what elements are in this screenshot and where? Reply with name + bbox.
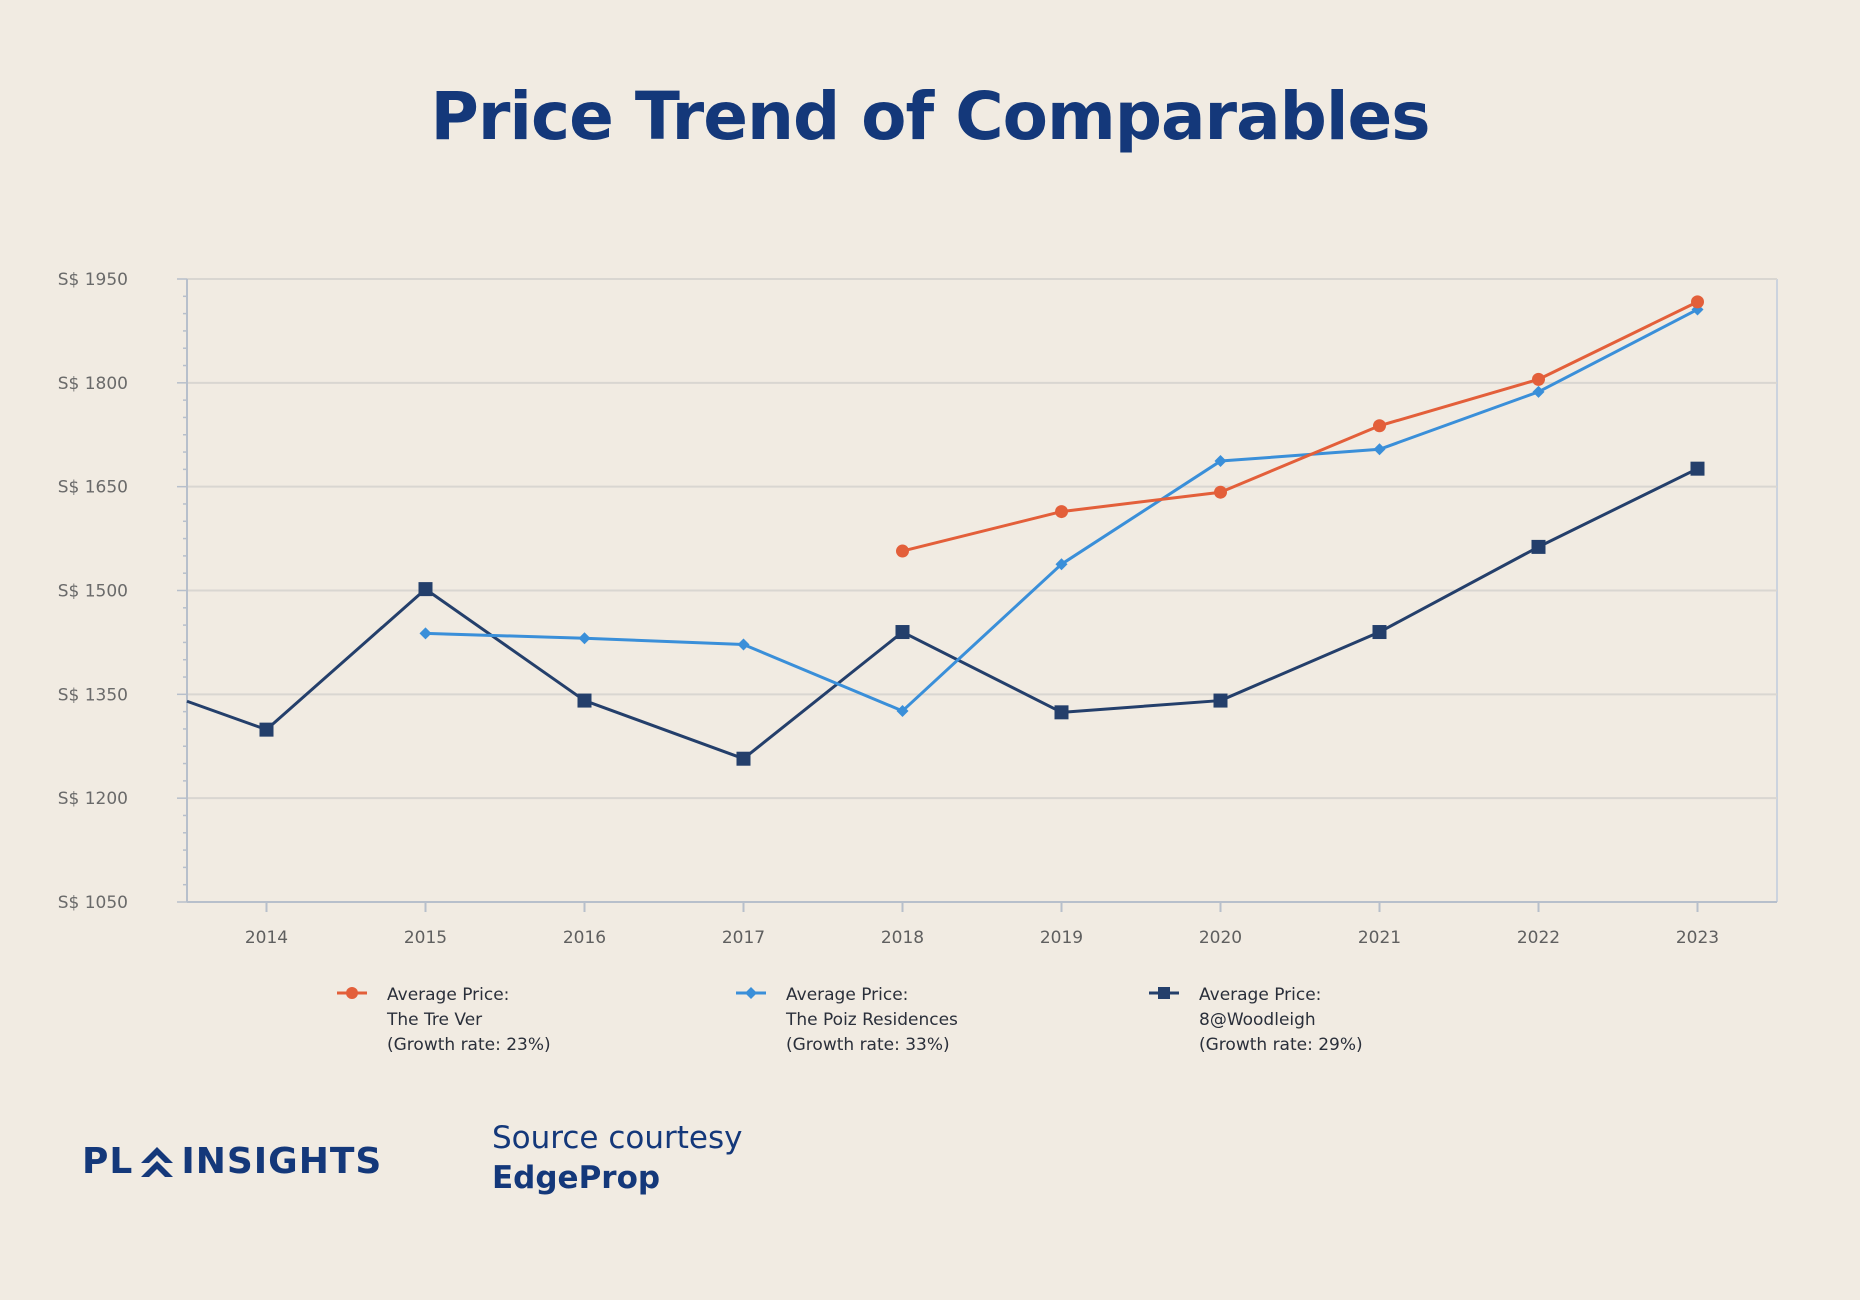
data-point-circle [1691, 295, 1704, 309]
data-point-diamond [896, 704, 909, 717]
legend-label: Average Price: The Tre Ver (Growth rate:… [387, 983, 551, 1058]
legend-line: 8@Woodleigh [1199, 1010, 1316, 1030]
legend-item-woodleigh: Average Price: 8@Woodleigh (Growth rate:… [1149, 983, 1363, 1058]
y-tick-label: S$ 1200 [58, 789, 128, 809]
logo-text-right: INSIGHTS [181, 1140, 383, 1182]
chart-title: Price Trend of Comparables [430, 78, 1430, 155]
brand-logo: PL INSIGHTS [82, 1137, 382, 1185]
data-point-square [736, 751, 751, 766]
x-tick-label: 2021 [1358, 928, 1401, 948]
x-tick-label: 2019 [1040, 928, 1083, 948]
data-point-square [895, 625, 910, 640]
legend-label: Average Price: 8@Woodleigh (Growth rate:… [1199, 983, 1363, 1058]
legend-marker-circle-icon [337, 987, 367, 999]
x-tick-label: 2016 [563, 928, 606, 948]
x-tick-label: 2020 [1199, 928, 1242, 948]
legend-line: Average Price: [1199, 985, 1322, 1005]
y-tick-label: S$ 1500 [58, 582, 128, 602]
x-tick-label: 2014 [245, 928, 288, 948]
data-point-diamond [1214, 455, 1227, 468]
data-point-diamond [737, 638, 750, 651]
data-point-diamond [419, 627, 432, 640]
data-point-square [418, 582, 433, 597]
data-point-diamond [1055, 558, 1068, 571]
x-tick-label: 2017 [722, 928, 765, 948]
logo-text-left: PL [82, 1140, 134, 1182]
legend-line: (Growth rate: 23%) [387, 1035, 551, 1055]
data-point-diamond [1373, 443, 1386, 456]
x-tick-label: 2023 [1676, 928, 1719, 948]
legend-marker-square-icon [1149, 987, 1179, 999]
legend-line: (Growth rate: 29%) [1199, 1035, 1363, 1055]
logo-chevron-icon [141, 1147, 174, 1177]
y-tick-label: S$ 1800 [58, 374, 128, 394]
legend-item-poiz-residences: Average Price: The Poiz Residences (Grow… [736, 983, 958, 1058]
data-point-square [1531, 539, 1546, 554]
y-tick-label: S$ 1950 [58, 270, 128, 290]
data-point-square [1054, 705, 1069, 720]
data-point-square [1690, 461, 1705, 476]
legend-item-tre-ver: Average Price: The Tre Ver (Growth rate:… [337, 983, 551, 1058]
source-name: EdgeProp [492, 1160, 661, 1196]
data-point-square [1372, 625, 1387, 640]
data-point-diamond [578, 632, 591, 645]
data-point-circle [1214, 485, 1227, 499]
legend-line: The Tre Ver [387, 1010, 483, 1030]
legend-marker-diamond-icon [736, 987, 766, 999]
y-tick-label: S$ 1350 [58, 685, 128, 705]
data-point-circle [1532, 372, 1545, 386]
data-point-circle [1055, 505, 1068, 519]
legend-line: The Poiz Residences [786, 1010, 958, 1030]
data-point-square [259, 722, 274, 737]
y-tick-label: S$ 1650 [58, 478, 128, 498]
x-tick-label: 2015 [404, 928, 447, 948]
legend-line: Average Price: [387, 985, 510, 1005]
data-point-circle [1373, 419, 1386, 433]
legend-line: Average Price: [786, 985, 909, 1005]
data-point-square [1213, 693, 1228, 708]
legend-label: Average Price: The Poiz Residences (Grow… [786, 983, 958, 1058]
series-line-circle [902, 300, 1699, 553]
data-point-diamond [1532, 385, 1545, 398]
legend-line: (Growth rate: 33%) [786, 1035, 950, 1055]
chart-legend: Average Price: The Tre Ver (Growth rate:… [0, 983, 1860, 1093]
y-tick-label: S$ 1050 [58, 893, 128, 913]
series-line-square [186, 467, 1699, 761]
x-tick-label: 2018 [881, 928, 924, 948]
x-tick-label: 2022 [1517, 928, 1560, 948]
data-point-square [577, 693, 592, 708]
source-label: Source courtesy [492, 1120, 743, 1156]
source-credit: Source courtesy EdgeProp [492, 1118, 742, 1198]
data-point-circle [896, 544, 909, 558]
